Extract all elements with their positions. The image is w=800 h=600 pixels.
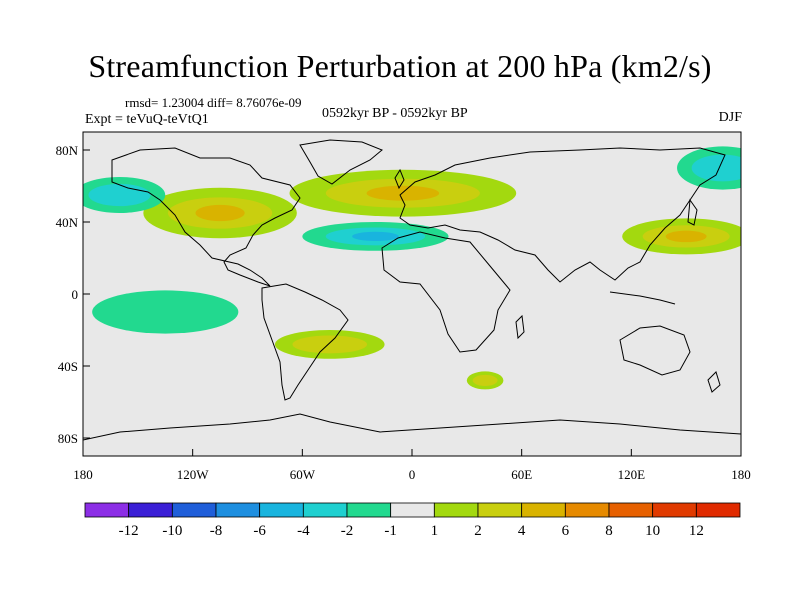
x-tick-label: 180	[73, 467, 93, 482]
coast-antarctica	[83, 413, 741, 441]
coast-greenland	[299, 139, 383, 185]
anomaly-region-7	[92, 290, 239, 334]
coast-australia	[619, 325, 691, 376]
anomaly-region-3-core	[88, 183, 151, 207]
y-tick-label: 80N	[56, 143, 79, 158]
x-tick-label: 180	[731, 467, 751, 482]
colorbar-label: 1	[431, 523, 439, 539]
anomaly-region-2-peak	[195, 204, 245, 222]
colorbar-label: -4	[297, 523, 310, 539]
colorbar-label: 12	[689, 523, 704, 539]
colorbar-swatch	[521, 502, 566, 518]
colorbar: -12 -10 -8 -6 -4 -2 -1 1 2 4 6 8 10 12	[84, 502, 741, 539]
colorbar-swatch	[171, 502, 217, 518]
colorbar-label: -10	[162, 523, 182, 539]
coast-uk	[394, 168, 405, 190]
x-tick-label: 120W	[177, 467, 210, 482]
colorbar-swatch	[695, 502, 741, 518]
rmsd-stats: rmsd= 1.23004 diff= 8.76076e-09	[125, 95, 302, 110]
x-tick-label: 120E	[618, 467, 646, 482]
x-tick-label: 60W	[290, 467, 316, 482]
colorbar-swatch	[652, 502, 697, 518]
coast-indonesia	[609, 291, 676, 305]
x-tick-label: 60E	[511, 467, 532, 482]
colorbar-swatch	[84, 502, 130, 518]
period-label: 0592kyr BP - 0592kyr BP	[322, 106, 468, 121]
anomaly-region-5-peak	[665, 230, 707, 243]
colorbar-label: -2	[341, 523, 354, 539]
experiment-label: Expt = teVuQ-teVtQ1	[85, 112, 209, 127]
coast-africa	[381, 231, 511, 353]
anomaly-fields	[83, 146, 741, 390]
colorbar-label: -8	[210, 523, 223, 539]
colorbar-swatch	[390, 502, 435, 518]
colorbar-swatch	[346, 502, 392, 518]
colorbar-swatch	[259, 502, 304, 518]
y-tick-label: 40S	[58, 359, 78, 374]
anomaly-region-9-core	[472, 374, 498, 386]
anomaly-region-8-core	[292, 335, 368, 354]
anomaly-region-6-core	[691, 154, 741, 182]
anomaly-region-1-peak	[366, 185, 440, 201]
colorbar-swatch	[302, 502, 348, 518]
y-tick-label: 40N	[56, 215, 79, 230]
x-tick-label: 0	[409, 467, 416, 482]
map-axes: 180 120W 60W 0 60E 120E 180 80N 40N 0 40S 80S	[56, 143, 751, 482]
colorbar-label: 4	[518, 523, 526, 539]
colorbar-label: 10	[645, 523, 660, 539]
coast-madagascar	[515, 314, 525, 340]
season-label: DJF	[718, 110, 742, 125]
colorbar-swatch	[128, 502, 173, 518]
chart-title: Streamfunction Perturbation at 200 hPa (…	[88, 48, 712, 84]
y-tick-label: 0	[72, 287, 79, 302]
coast-south-america	[261, 283, 349, 401]
map-plot	[83, 132, 741, 456]
colorbar-swatch	[477, 502, 523, 518]
colorbar-swatch	[433, 502, 479, 518]
colorbar-label: -1	[384, 523, 397, 539]
coast-new-zealand	[707, 371, 721, 393]
coastlines	[83, 139, 741, 441]
colorbar-swatch	[608, 502, 654, 518]
colorbar-label: -12	[119, 523, 139, 539]
coast-eurasia	[399, 147, 726, 283]
colorbar-label: 2	[474, 523, 482, 539]
colorbar-swatch	[564, 502, 610, 518]
anomaly-region-4-peak	[352, 231, 399, 242]
colorbar-swatch	[215, 502, 261, 518]
colorbar-label: 8	[605, 523, 613, 539]
y-tick-label: 80S	[58, 431, 78, 446]
coast-north-america	[111, 147, 301, 287]
coast-japan	[687, 198, 698, 226]
colorbar-label: -6	[253, 523, 266, 539]
colorbar-label: 6	[562, 523, 570, 539]
